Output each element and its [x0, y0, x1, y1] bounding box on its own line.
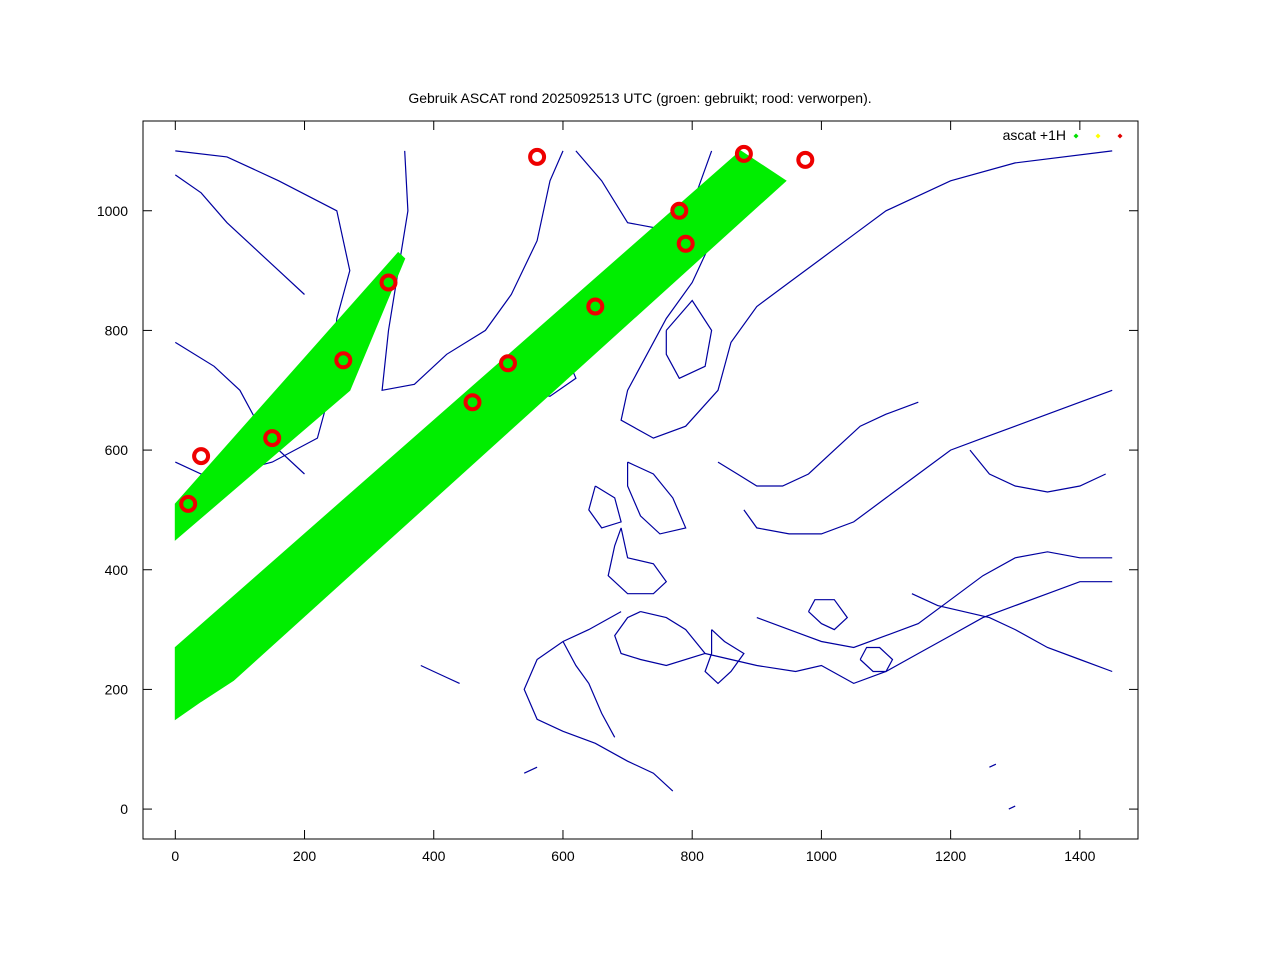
- rejected-cluster-12: [796, 150, 815, 169]
- rejected-cluster-1: [192, 447, 211, 466]
- x-tick-label-200: 200: [293, 848, 317, 864]
- rejected-cluster-11: [734, 144, 753, 163]
- axis-ticks: 0 200 400 600 800 1000 1200 1400 0 200 400 600 800 10…: [97, 121, 1138, 864]
- rejected-cluster-9: [670, 201, 689, 220]
- used-swath-0: [174, 150, 787, 721]
- y-tick-label-1000: 1000: [97, 203, 128, 219]
- legend-markers: [1073, 133, 1123, 139]
- coastline-5: [665, 299, 713, 380]
- y-tick-label-0: 0: [120, 801, 128, 817]
- x-tick-label-0: 0: [171, 848, 179, 864]
- legend-marker-0: [1073, 133, 1079, 139]
- y-tick-label-400: 400: [105, 562, 129, 578]
- legend-marker-1: [1095, 133, 1101, 139]
- x-tick-label-1200: 1200: [935, 848, 966, 864]
- rejected-observations-layer: [179, 144, 815, 513]
- coastline-layer: [174, 150, 1113, 810]
- coastline-19: [807, 599, 849, 631]
- y-tick-label-600: 600: [105, 442, 129, 458]
- coastline-18: [911, 593, 1113, 673]
- legend-marker-2: [1117, 133, 1123, 139]
- coastline-10: [523, 611, 674, 792]
- x-tick-label-600: 600: [551, 848, 575, 864]
- x-tick-label-800: 800: [681, 848, 705, 864]
- coastline-13: [704, 629, 745, 685]
- chart-title: Gebruik ASCAT rond 2025092513 UTC (groen…: [408, 90, 871, 106]
- coastline-17: [969, 449, 1106, 493]
- coastline-23: [420, 664, 460, 684]
- used-swath-1: [174, 251, 406, 541]
- coastline-14: [756, 551, 1113, 649]
- coastline-22: [174, 174, 305, 295]
- coastline-15: [743, 389, 1113, 535]
- y-tick-label-800: 800: [105, 322, 129, 338]
- plot-frame: [142, 120, 1139, 840]
- x-tick-label-400: 400: [422, 848, 446, 864]
- legend: ascat +1H: [1003, 127, 1123, 143]
- rejected-cluster-5: [463, 393, 482, 412]
- y-tick-label-200: 200: [105, 681, 129, 697]
- coastline-26: [989, 763, 997, 768]
- coastline-20: [859, 646, 894, 673]
- coastline-11: [562, 641, 616, 738]
- rejected-cluster-10: [676, 234, 695, 253]
- rejected-cluster-8: [586, 297, 605, 316]
- rejected-cluster-6: [499, 354, 517, 373]
- coastline-24: [523, 766, 538, 774]
- coastline-12: [704, 581, 1113, 685]
- used-observations-layer: [174, 150, 787, 721]
- legend-label: ascat +1H: [1003, 127, 1066, 143]
- rejected-cluster-4: [379, 273, 398, 292]
- coastline-9: [614, 611, 707, 667]
- coastline-7: [607, 527, 668, 595]
- x-tick-label-1400: 1400: [1064, 848, 1095, 864]
- rejected-cluster-2: [263, 429, 282, 448]
- coastline-4: [620, 150, 1113, 439]
- coastline-8: [588, 485, 622, 529]
- rejected-cluster-0: [179, 494, 198, 513]
- coastline-16: [717, 401, 919, 487]
- coastline-21: [174, 341, 305, 475]
- coastline-6: [627, 461, 687, 535]
- x-tick-label-1000: 1000: [806, 848, 837, 864]
- rejected-cluster-7: [528, 147, 547, 166]
- rejected-cluster-3: [334, 351, 353, 370]
- coastline-25: [1008, 805, 1016, 810]
